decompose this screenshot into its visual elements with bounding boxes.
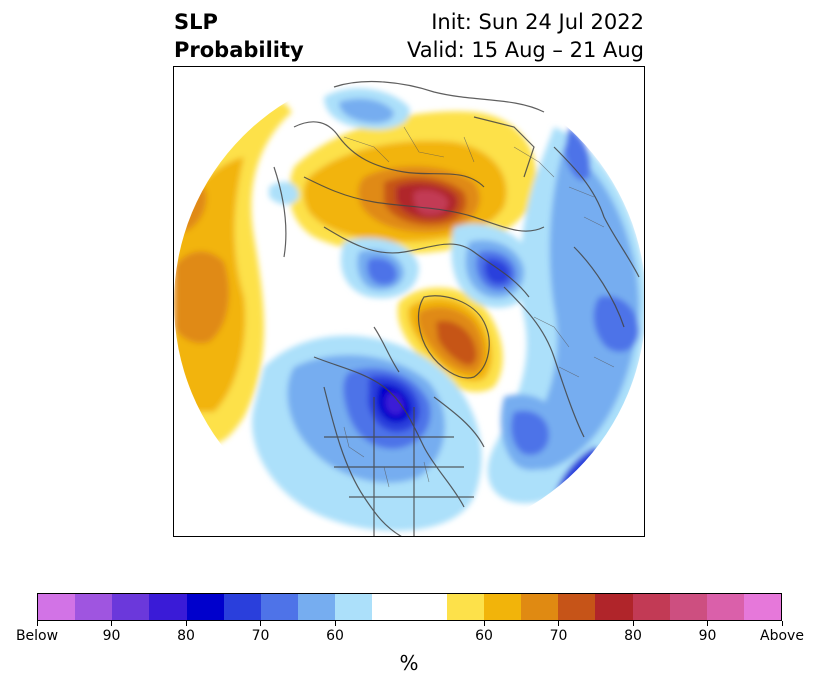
colorbar-tick [707, 621, 708, 626]
polar-map [173, 66, 645, 537]
colorbar-tick-label: 90 [102, 628, 121, 644]
colorbar-segment [223, 594, 261, 620]
title-line-1: SLP [174, 10, 218, 34]
title-line-2: Probability [174, 38, 304, 62]
colorbar [37, 593, 782, 621]
colorbar-unit: % [399, 651, 419, 675]
colorbar-segment [483, 594, 522, 620]
colorbar-tick-label: 90 [698, 628, 717, 644]
colorbar-tick [111, 621, 112, 626]
colorbar-segment [298, 594, 336, 620]
colorbar-segment [632, 594, 670, 620]
probability-map-graphic [174, 67, 644, 536]
colorbar-segment [409, 594, 447, 620]
colorbar-segment [186, 594, 224, 620]
init-date: Init: Sun 24 Jul 2022 [431, 10, 644, 34]
colorbar-tick [558, 621, 559, 626]
colorbar-tick [632, 621, 634, 626]
colorbar-segment [112, 594, 150, 620]
colorbar-segment [149, 594, 187, 620]
colorbar-tick [36, 621, 38, 626]
colorbar-segment [75, 594, 113, 620]
colorbar-tick-label: Above [760, 628, 804, 644]
colorbar-tick-label: 80 [177, 628, 195, 644]
colorbar-tick-label: 70 [549, 628, 568, 644]
colorbar-tick [260, 621, 261, 626]
colorbar-segment [706, 594, 744, 620]
valid-dates: Valid: 15 Aug – 21 Aug [406, 38, 644, 62]
colorbar-tick [185, 621, 187, 626]
colorbar-tick [483, 621, 485, 626]
map-dates: Init: Sun 24 Jul 2022 Valid: 15 Aug – 21… [407, 8, 644, 64]
colorbar-segment [521, 594, 559, 620]
colorbar-tick [334, 621, 336, 626]
colorbar-segment [743, 594, 782, 620]
colorbar-segment [260, 594, 299, 620]
colorbar-segment [335, 594, 373, 620]
map-title: SLP Probability [174, 8, 304, 64]
colorbar-tick-label: 60 [326, 628, 344, 644]
colorbar-segment [446, 594, 484, 620]
colorbar-tick [781, 621, 783, 626]
colorbar-segment [595, 594, 633, 620]
colorbar-segment [38, 594, 76, 620]
colorbar-segment [372, 594, 410, 620]
colorbar-segment [669, 594, 707, 620]
colorbar-tick-label: 60 [475, 628, 493, 644]
colorbar-tick-label: 80 [624, 628, 642, 644]
colorbar-tick-label: 70 [251, 628, 270, 644]
colorbar-tick-label: Below [15, 628, 59, 644]
colorbar-segment [558, 594, 596, 620]
